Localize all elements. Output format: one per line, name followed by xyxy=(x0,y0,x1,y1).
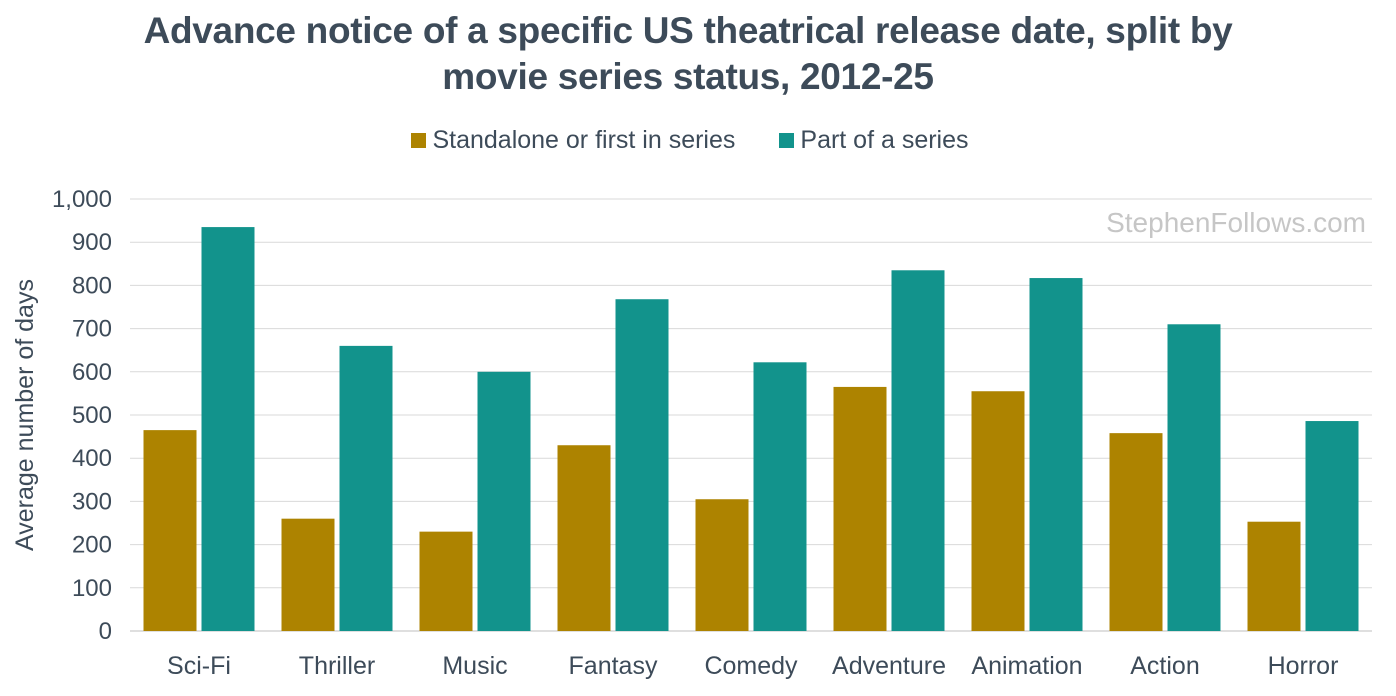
legend-swatch-standalone xyxy=(411,133,427,148)
x-tick-label: Fantasy xyxy=(569,652,658,680)
legend-item-series: Part of a series xyxy=(779,126,969,155)
bar-series-horror xyxy=(1305,421,1359,631)
y-tick-label: 0 xyxy=(99,618,112,645)
chart-title: Advance notice of a specific US theatric… xyxy=(0,8,1376,100)
bar-standalone-action xyxy=(1109,433,1163,631)
y-axis-label: Average number of days xyxy=(11,279,39,551)
y-tick-label: 200 xyxy=(72,532,112,559)
x-tick-label: Comedy xyxy=(704,652,798,680)
x-tick-label: Adventure xyxy=(832,652,946,680)
y-tick-label: 500 xyxy=(72,402,112,429)
x-tick-label: Action xyxy=(1130,652,1199,680)
legend: Standalone or first in series Part of a … xyxy=(0,126,1380,155)
chart-title-line-1: Advance notice of a specific US theatric… xyxy=(143,10,1233,51)
legend-label-series: Part of a series xyxy=(800,126,969,154)
legend-swatch-series xyxy=(779,133,795,148)
bar-standalone-fantasy xyxy=(557,445,611,631)
x-tick-label: Animation xyxy=(971,652,1082,680)
bar-standalone-thriller xyxy=(281,518,335,631)
bar-standalone-adventure xyxy=(833,386,887,631)
legend-item-standalone: Standalone or first in series xyxy=(411,126,735,155)
bar-series-sci-fi xyxy=(201,227,255,631)
x-tick-label: Music xyxy=(442,652,507,680)
bar-series-comedy xyxy=(753,362,807,631)
bar-series-thriller xyxy=(339,345,393,631)
legend-label-standalone: Standalone or first in series xyxy=(432,126,736,154)
bar-standalone-animation xyxy=(971,391,1025,631)
bar-standalone-horror xyxy=(1247,521,1301,631)
y-tick-label: 1,000 xyxy=(52,186,112,213)
bar-standalone-comedy xyxy=(695,499,749,631)
y-tick-label: 700 xyxy=(72,316,112,343)
y-tick-label: 100 xyxy=(72,575,112,602)
bar-standalone-music xyxy=(419,531,473,631)
chart-title-line-2: movie series status, 2012-25 xyxy=(442,56,934,97)
bar-standalone-sci-fi xyxy=(143,430,197,631)
y-tick-label: 600 xyxy=(72,359,112,386)
watermark: StephenFollows.com xyxy=(1106,207,1366,238)
bar-series-adventure xyxy=(891,270,945,631)
y-tick-label: 800 xyxy=(72,272,112,299)
bar-series-animation xyxy=(1029,278,1083,631)
bar-series-fantasy xyxy=(615,299,669,631)
x-tick-label: Sci-Fi xyxy=(167,652,231,680)
y-tick-label: 900 xyxy=(72,229,112,256)
bar-series-music xyxy=(477,371,531,631)
x-tick-label: Thriller xyxy=(299,652,375,680)
y-tick-label: 400 xyxy=(72,445,112,472)
x-tick-label: Horror xyxy=(1268,652,1339,680)
bar-series-action xyxy=(1167,324,1221,631)
y-tick-label: 300 xyxy=(72,488,112,515)
